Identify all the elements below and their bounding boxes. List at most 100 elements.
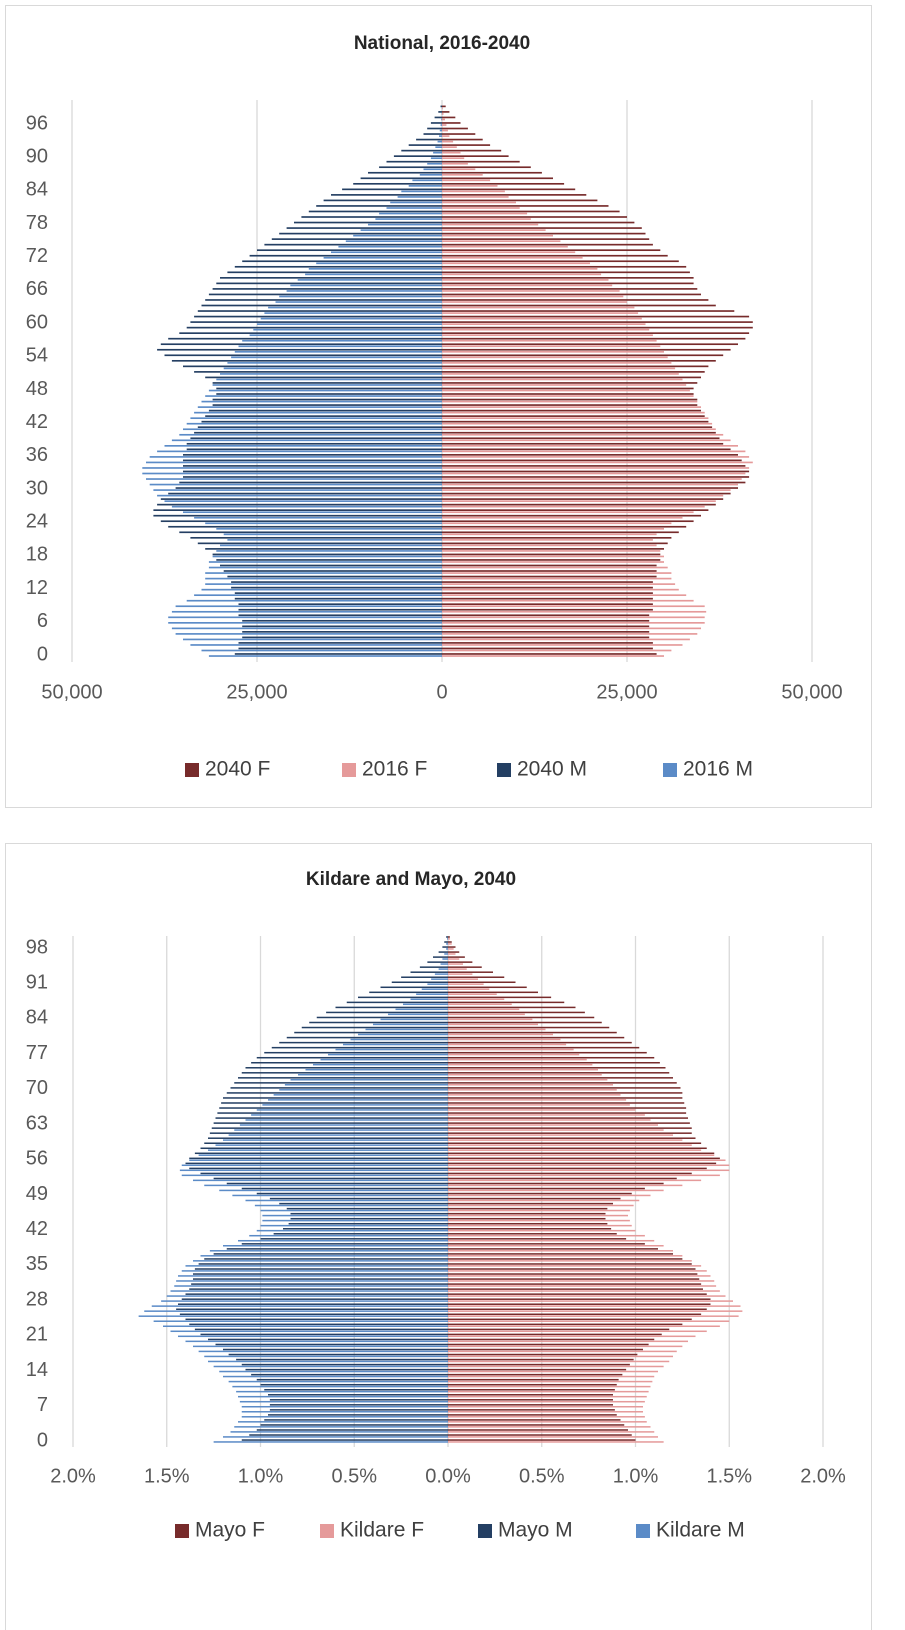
bar xyxy=(448,1431,655,1433)
bar xyxy=(448,1370,658,1373)
bar xyxy=(390,201,442,204)
bar xyxy=(447,938,448,940)
bar xyxy=(251,1061,448,1064)
bar xyxy=(442,439,731,442)
bar xyxy=(448,1219,630,1222)
bar xyxy=(442,614,650,617)
bar xyxy=(142,472,443,475)
bar xyxy=(448,1077,673,1079)
bar xyxy=(208,293,442,296)
bar xyxy=(448,1139,683,1141)
bar xyxy=(186,442,442,445)
bar xyxy=(448,1192,632,1195)
bar xyxy=(438,111,442,113)
bar xyxy=(401,190,442,193)
bar xyxy=(448,1092,683,1094)
bar xyxy=(241,1416,448,1418)
bar xyxy=(201,588,442,591)
bar xyxy=(223,1436,448,1438)
bar xyxy=(448,1109,636,1111)
x-tick-label: 25,000 xyxy=(226,681,287,703)
bar xyxy=(442,467,750,469)
bar xyxy=(234,350,442,353)
y-tick-label: 14 xyxy=(26,1359,48,1381)
bar xyxy=(442,127,468,130)
bar xyxy=(297,279,442,281)
bar xyxy=(309,1021,448,1024)
bar xyxy=(448,1073,602,1076)
legend-swatch xyxy=(320,1524,334,1538)
bar xyxy=(448,941,452,943)
bar xyxy=(442,295,624,298)
bar xyxy=(442,354,724,357)
bar xyxy=(448,1058,587,1061)
bar xyxy=(153,489,442,491)
bar xyxy=(448,1436,658,1438)
bar xyxy=(442,293,701,296)
bar xyxy=(262,1214,448,1217)
bar xyxy=(448,1154,715,1156)
bar xyxy=(176,1308,448,1311)
bar xyxy=(227,575,442,578)
bar xyxy=(232,1385,448,1388)
bar xyxy=(442,256,583,259)
bar xyxy=(442,268,598,270)
bar xyxy=(442,619,650,622)
bar xyxy=(260,317,442,320)
legend-label: 2040 M xyxy=(517,758,587,781)
bar xyxy=(448,1411,643,1413)
y-tick-label: 54 xyxy=(26,345,48,367)
bar xyxy=(168,525,442,528)
bar xyxy=(268,306,442,309)
bar xyxy=(220,544,442,547)
bar xyxy=(442,179,491,182)
bar xyxy=(442,249,661,252)
bar xyxy=(448,1414,617,1416)
bar xyxy=(212,555,442,558)
y-tick-label: 28 xyxy=(26,1288,48,1310)
bar xyxy=(427,961,448,963)
bar xyxy=(448,963,463,965)
bar xyxy=(442,243,653,246)
bar xyxy=(448,1278,700,1280)
bar xyxy=(208,389,442,392)
bar xyxy=(189,1159,448,1161)
bar xyxy=(448,1147,707,1150)
bar xyxy=(171,359,442,362)
bar xyxy=(157,450,442,453)
bar xyxy=(442,254,668,257)
bar xyxy=(442,234,553,237)
bar xyxy=(379,166,442,169)
bar xyxy=(448,1179,702,1182)
bar xyxy=(448,1114,645,1116)
bar xyxy=(448,1164,730,1167)
bar xyxy=(294,221,442,224)
bar xyxy=(343,1043,448,1046)
bar xyxy=(448,1129,664,1131)
bar xyxy=(442,465,746,467)
bar xyxy=(442,151,461,154)
bar xyxy=(442,157,465,160)
bar xyxy=(213,1177,448,1180)
bar xyxy=(194,1268,448,1270)
bar xyxy=(448,968,467,970)
bar xyxy=(200,1333,448,1336)
bar xyxy=(439,135,442,137)
bar xyxy=(448,1016,595,1019)
bar xyxy=(448,938,450,940)
bar xyxy=(448,1041,632,1044)
bar xyxy=(442,382,698,384)
bar xyxy=(288,1222,448,1225)
bar xyxy=(448,983,484,985)
bar xyxy=(397,196,442,198)
bar xyxy=(264,1419,448,1421)
bar xyxy=(212,384,442,386)
bar xyxy=(442,454,738,456)
bar xyxy=(442,553,661,556)
bar xyxy=(448,1233,617,1235)
bar xyxy=(190,417,442,420)
bar xyxy=(448,1310,743,1312)
bar xyxy=(442,456,750,458)
y-tick-label: 7 xyxy=(37,1394,48,1416)
bar xyxy=(448,1001,565,1004)
